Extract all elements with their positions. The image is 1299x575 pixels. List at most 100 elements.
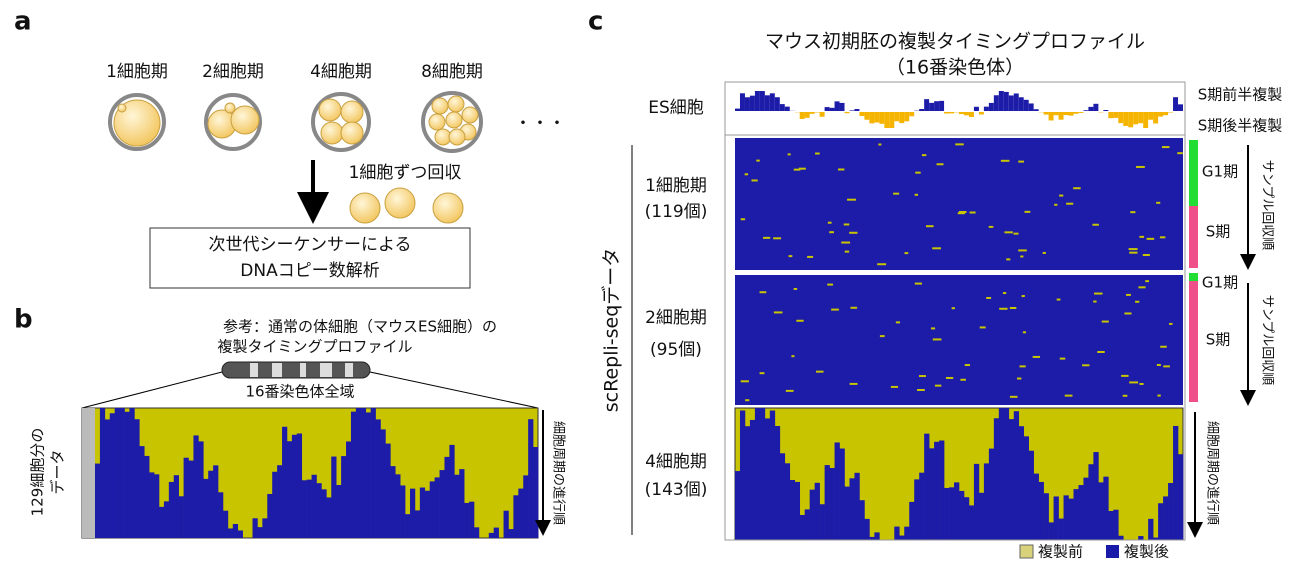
heat-cell	[864, 518, 870, 540]
heat-cell	[1169, 322, 1173, 325]
heat-cell	[237, 530, 243, 538]
heat-cell	[819, 504, 825, 540]
heat-cell	[1043, 493, 1049, 540]
heat-cell	[1083, 477, 1089, 540]
heat-cell	[914, 282, 922, 285]
es-bar	[1028, 103, 1034, 111]
heat-cell	[109, 413, 115, 538]
heat-cell	[1128, 248, 1138, 251]
heat-cell	[789, 479, 796, 540]
cells	[113, 95, 479, 224]
heat-cell	[979, 326, 986, 329]
heat-cell	[1018, 160, 1024, 163]
es-bar	[1128, 112, 1134, 128]
heat-cell	[173, 475, 179, 538]
heat-cell	[787, 153, 791, 156]
heat-cell	[296, 433, 303, 538]
heat-cell	[1142, 254, 1150, 257]
heat-cell	[380, 429, 386, 538]
panel-letter: a	[14, 7, 32, 37]
heat-cell	[1146, 237, 1155, 240]
stage: 2細胞期	[645, 308, 707, 328]
heat-cell	[1058, 518, 1064, 540]
heat-cell	[469, 501, 475, 538]
embryos	[108, 91, 483, 153]
es-bar	[1103, 110, 1109, 111]
es-bar	[949, 112, 955, 114]
heat-cell	[1103, 476, 1109, 540]
heat-cell	[1066, 202, 1074, 205]
heat-cell	[1013, 411, 1020, 540]
es-bar	[779, 104, 785, 111]
es-bar	[839, 102, 845, 111]
heat-cell	[1129, 381, 1139, 384]
late-label: S期後半複製	[1198, 117, 1283, 135]
panel-b: b 参考：通常の体細胞（マウスES細胞）の 複製タイミングプロファイル 16番染…	[14, 305, 566, 539]
heat-cell	[134, 419, 140, 538]
rows-label: データ	[49, 449, 67, 494]
heat-cell	[1153, 537, 1159, 540]
es-bar	[934, 101, 940, 111]
heat-cell	[158, 506, 165, 538]
es-bar	[909, 112, 915, 117]
heat-cell	[804, 509, 810, 540]
es-bar	[998, 91, 1004, 111]
heat-cell	[973, 463, 980, 540]
heat-cell	[957, 212, 966, 215]
es-bar	[854, 109, 860, 111]
heat-cell	[218, 492, 224, 538]
heat-cell	[1073, 187, 1081, 190]
heat-cell	[346, 441, 352, 538]
es-bar	[739, 93, 745, 111]
heat-cell	[503, 510, 509, 538]
heat-cell	[847, 198, 856, 201]
heat-cell	[1068, 498, 1074, 540]
heat-cell	[139, 446, 145, 538]
es-bar	[899, 112, 905, 124]
heat-cell	[793, 287, 798, 290]
heat-cell	[815, 370, 824, 373]
heat-cell	[419, 487, 426, 538]
heat-cell	[878, 143, 882, 146]
heat-cell	[1008, 419, 1015, 540]
heat-cell	[1020, 255, 1024, 258]
heat-cell	[1078, 485, 1084, 540]
es-bar	[889, 112, 895, 128]
heat-cell	[934, 384, 942, 387]
heat-cell	[1088, 464, 1094, 540]
panel-letter: c	[588, 7, 603, 37]
heat-cell	[1021, 295, 1025, 298]
heat-cell	[773, 237, 782, 240]
heat-cell	[794, 481, 801, 540]
heat-cell	[1053, 496, 1059, 540]
legend-label: 複製後	[1124, 543, 1169, 561]
heat-cell	[360, 408, 367, 538]
es-bar	[978, 112, 984, 115]
heat-cell	[774, 426, 781, 540]
heat-cell	[930, 327, 936, 330]
heat-cell	[1056, 298, 1061, 301]
heat-cell	[829, 467, 835, 540]
heat-cell	[839, 448, 845, 540]
heat-cell	[149, 472, 155, 538]
early-label: S期前半複製	[1198, 86, 1283, 104]
heat-cell	[988, 448, 995, 540]
es-bar	[735, 108, 740, 111]
es-bar	[849, 110, 855, 111]
heat-cell	[95, 463, 101, 538]
es-bar	[799, 112, 805, 119]
heat-cell	[914, 193, 918, 196]
count: (119個)	[645, 202, 708, 222]
heat-cell	[144, 455, 150, 538]
es-bar	[988, 102, 994, 111]
heat-cell	[895, 321, 901, 324]
es-bar	[1138, 112, 1144, 124]
heatmap-strip	[82, 408, 95, 538]
es-bar	[904, 112, 910, 122]
heat-cell	[954, 482, 960, 540]
heat-cell	[390, 466, 396, 538]
heat-cell	[257, 527, 263, 538]
es-bar	[1078, 112, 1084, 113]
heat-cell	[375, 419, 381, 538]
heat-cell	[814, 482, 820, 540]
